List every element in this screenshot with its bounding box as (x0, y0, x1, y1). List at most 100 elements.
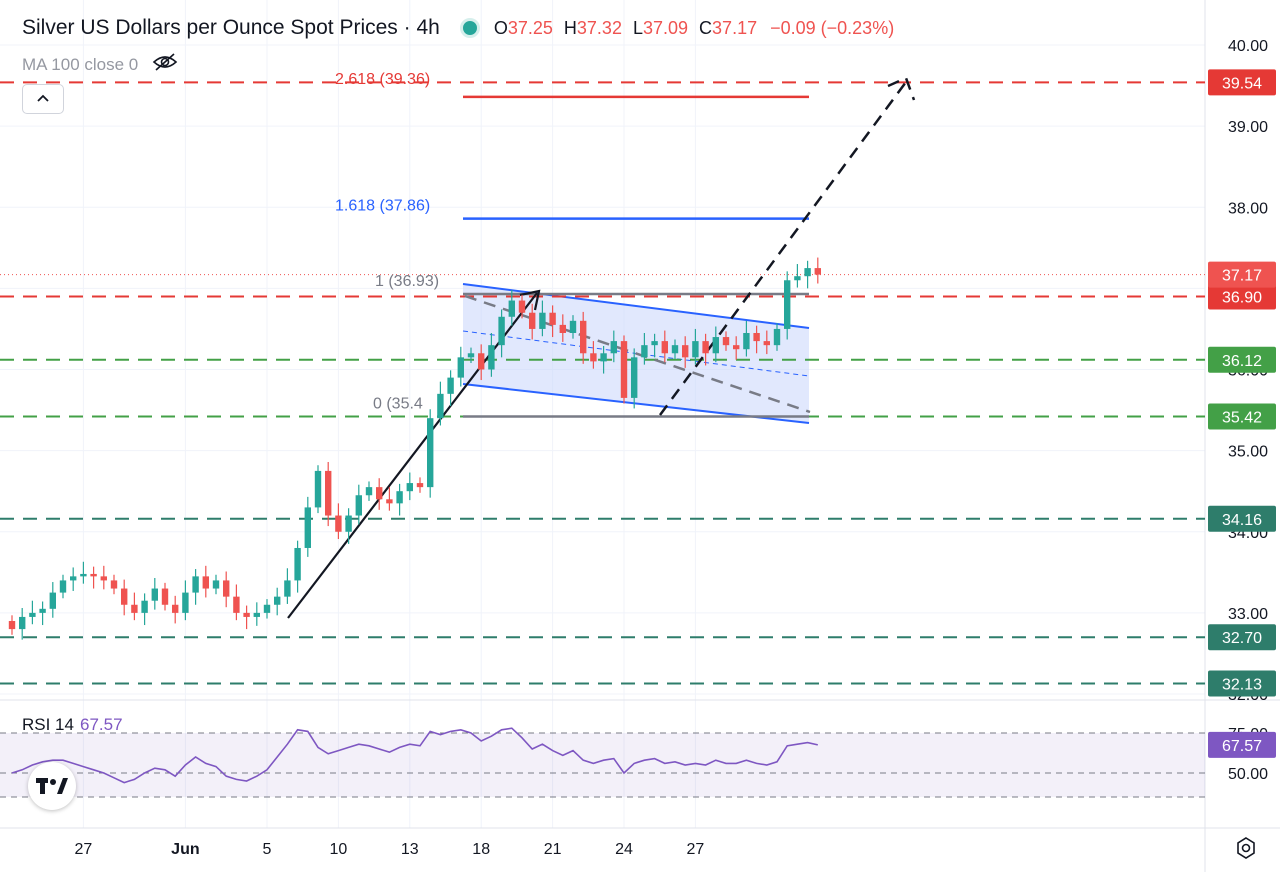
rsi-legend[interactable]: RSI 14 67.57 (22, 715, 123, 735)
candle-body (467, 353, 475, 358)
candle-body (529, 312, 536, 329)
candle-body (427, 418, 434, 488)
low-value: 37.09 (642, 17, 689, 38)
level-price-badge-bg (1208, 346, 1276, 373)
candle-body (763, 341, 770, 346)
level-price-badge: 35.42 (1222, 410, 1262, 427)
candle-body (386, 499, 393, 504)
candle-body (233, 596, 240, 613)
fib-level-label: 0 (35.4 (373, 396, 423, 413)
candle-body (192, 576, 199, 593)
chart-header: Silver US Dollars per Ounce Spot Prices … (22, 14, 894, 42)
candle-body (651, 341, 658, 346)
candle-body (304, 507, 311, 548)
level-price-badge-bg (1208, 403, 1276, 430)
level-price-badge-bg (1208, 283, 1276, 310)
level-price-badge: 34.16 (1222, 512, 1262, 529)
time-tick-label: 18 (472, 841, 490, 858)
candle-body (59, 580, 67, 593)
candle-body (590, 353, 597, 362)
time-tick-label: 27 (75, 841, 93, 858)
impulse-arrow-line (287, 292, 538, 619)
level-price-badge: 32.70 (1222, 630, 1262, 647)
candle-body (396, 491, 403, 504)
candle-body (559, 324, 566, 333)
candle-body (753, 332, 760, 342)
last-price-badge: 37.17 (1222, 268, 1262, 285)
candle-body (620, 341, 628, 398)
collapse-legend-button[interactable] (22, 84, 64, 114)
candle-body (682, 345, 689, 358)
candle-body (8, 620, 16, 630)
candle-body (702, 341, 709, 354)
rsi-band-fill (0, 733, 1205, 797)
candle-body (539, 312, 546, 329)
candle-body (549, 312, 556, 325)
candle-body (141, 600, 148, 613)
candle-body (416, 483, 424, 488)
candle-body (263, 604, 271, 613)
candle-body (794, 276, 801, 281)
price-tick-label: 33.00 (1228, 606, 1268, 623)
level-price-badge-bg (1208, 505, 1276, 532)
high-label: H (563, 17, 577, 38)
rsi-legend-value: 67.57 (79, 715, 123, 734)
time-tick-label: Jun (171, 841, 199, 858)
candle-body (600, 353, 607, 362)
time-tick-label: 24 (615, 841, 633, 858)
projection-dashed-line (658, 81, 908, 416)
level-price-badge: 32.13 (1222, 676, 1262, 693)
candle-body (518, 300, 526, 313)
price-tick-label: 35.00 (1228, 444, 1268, 461)
price-tick-label: 38.00 (1228, 200, 1268, 217)
candle-body (253, 612, 260, 617)
level-price-badge-bg (1208, 624, 1276, 651)
high-value: 37.32 (576, 17, 622, 38)
candle-body (284, 580, 291, 597)
candle-body (712, 337, 719, 354)
candle-body (814, 268, 821, 275)
candle-body (90, 573, 97, 577)
fib-level-label: 1.618 (37.86) (335, 198, 430, 215)
candle-body (641, 345, 648, 358)
candle-body (722, 337, 730, 346)
rsi-line (11, 727, 818, 784)
projection-arrowhead (887, 76, 916, 101)
candle-body (692, 341, 699, 358)
fib-level-label: 2.618 (39.36) (335, 71, 430, 88)
candle-body (376, 487, 383, 500)
impulse-arrowhead (519, 289, 541, 311)
candle-body (733, 345, 740, 350)
eye-crossed-icon[interactable] (152, 52, 178, 77)
candle-body (161, 588, 169, 605)
candle-body (335, 515, 342, 532)
candle-body (447, 377, 454, 394)
time-tick-label: 10 (330, 841, 348, 858)
candle-body (172, 604, 179, 613)
time-tick-label: 5 (263, 841, 272, 858)
open-label: O (493, 17, 508, 38)
candle-body (508, 300, 515, 317)
gear-icon[interactable] (1234, 836, 1258, 865)
candle-body (49, 592, 56, 609)
candle-body (355, 495, 362, 516)
rsi-label: RSI 14 (22, 715, 74, 734)
market-status-dot (459, 18, 480, 38)
candle-body (202, 576, 209, 589)
candle-body (314, 470, 322, 508)
candle-body (19, 616, 26, 630)
candle-body (274, 596, 281, 605)
candle-body (569, 320, 577, 333)
level-price-badge: 36.90 (1222, 289, 1262, 306)
candle-body (325, 470, 332, 516)
tradingview-logo-icon[interactable] (28, 762, 76, 810)
ma-indicator-legend[interactable]: MA 100 close 0 (22, 52, 178, 77)
candle-body (478, 353, 485, 370)
close-value: 37.17 (712, 17, 758, 38)
candle-body (773, 328, 781, 346)
candle-body (100, 576, 107, 581)
symbol-title[interactable]: Silver US Dollars per Ounce Spot Prices … (22, 16, 440, 39)
candle-body (457, 357, 464, 378)
level-price-badge: 36.12 (1222, 353, 1262, 370)
